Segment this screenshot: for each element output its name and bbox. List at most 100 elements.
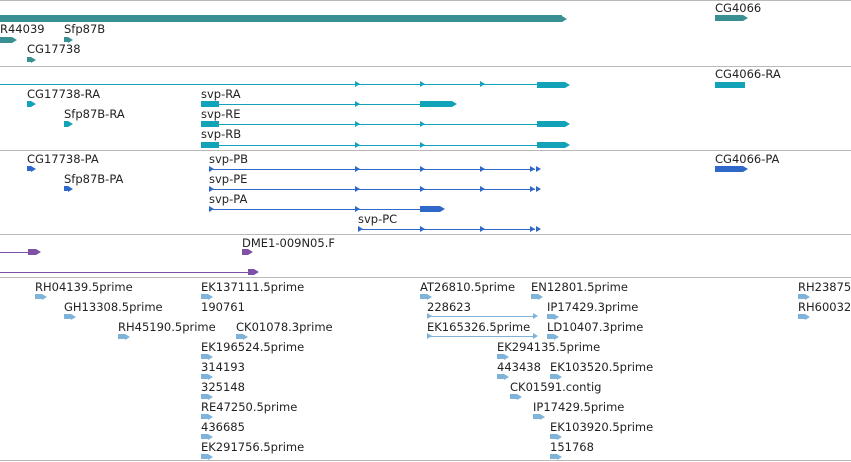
exon-arrow[interactable]	[420, 142, 425, 148]
est-feature-arrow[interactable]	[540, 413, 545, 420]
est-label[interactable]: EK137111.5prime	[201, 280, 305, 294]
alignment-block[interactable]	[248, 269, 254, 275]
gene-feature-arrow[interactable]	[562, 15, 567, 22]
gene-feature[interactable]	[0, 15, 562, 22]
est-feature[interactable]	[201, 414, 208, 419]
est-feature[interactable]	[201, 294, 208, 299]
svp-PA-exon-arrow[interactable]	[440, 206, 445, 212]
exon-arrow[interactable]	[530, 226, 535, 232]
protein-Sfp87B-PA-arrow[interactable]	[68, 185, 73, 192]
est-feature[interactable]	[118, 334, 125, 339]
est-feature-arrow[interactable]	[208, 353, 213, 360]
exon-arrow[interactable]	[209, 186, 214, 192]
gene-feature[interactable]	[0, 37, 12, 43]
est-label[interactable]: IP17429.5prime	[533, 400, 625, 414]
est-label[interactable]: EK294135.5prime	[497, 340, 601, 354]
est-RH23875-arrow[interactable]	[805, 293, 810, 300]
est-RH60032[interactable]	[798, 314, 805, 319]
est-label[interactable]: RH23875	[798, 280, 851, 294]
gene-label[interactable]: R44039	[0, 22, 45, 36]
alignment-label[interactable]: DME1-009N05.F	[242, 236, 335, 250]
protein-label[interactable]: svp-PE	[209, 172, 248, 186]
exon-arrow[interactable]	[530, 166, 535, 172]
protein-CG17738-PA[interactable]	[27, 166, 31, 171]
est-EK165326-line[interactable]	[427, 336, 535, 337]
gene-feature[interactable]	[64, 37, 68, 42]
est-feature-arrow[interactable]	[208, 393, 213, 400]
est-feature-arrow[interactable]	[208, 453, 213, 460]
svp-PE-line[interactable]	[213, 189, 535, 190]
est-arrow[interactable]	[533, 333, 538, 339]
est-feature[interactable]	[201, 394, 208, 399]
exon-arrow[interactable]	[420, 81, 425, 87]
est-label[interactable]: IP17429.3prime	[547, 300, 639, 314]
est-feature[interactable]	[497, 374, 504, 379]
est-label[interactable]: EK103520.5prime	[550, 360, 654, 374]
transcript-Sfp87B-RA-arrow[interactable]	[68, 121, 73, 127]
est-label[interactable]: 443438	[497, 360, 541, 374]
est-feature[interactable]	[35, 294, 42, 299]
svp-RE-line[interactable]	[219, 124, 540, 125]
svp-RE-exon[interactable]	[537, 121, 565, 127]
est-feature[interactable]	[201, 354, 208, 359]
est-feature-arrow[interactable]	[554, 313, 559, 320]
exon-arrow[interactable]	[355, 166, 360, 172]
svp-RA-line[interactable]	[219, 104, 420, 105]
svp-PC-line[interactable]	[362, 229, 535, 230]
exon-arrow[interactable]	[355, 206, 360, 212]
est-feature-arrow[interactable]	[557, 433, 562, 440]
est-feature-arrow[interactable]	[42, 293, 47, 300]
protein-label[interactable]: svp-PA	[209, 192, 248, 206]
svp-RA-exon[interactable]	[420, 101, 452, 107]
est-feature[interactable]	[236, 334, 243, 339]
svp-RB-exon[interactable]	[201, 142, 219, 148]
est-feature-arrow[interactable]	[208, 293, 213, 300]
svp-PA-exon[interactable]	[420, 206, 440, 212]
exon-arrow[interactable]	[480, 186, 485, 192]
est-RH23875[interactable]	[798, 294, 805, 299]
protein-Sfp87B-PA[interactable]	[64, 186, 68, 191]
gene-label[interactable]: CG17738	[27, 42, 81, 56]
alignment-block-arrow[interactable]	[248, 249, 253, 255]
est-feature[interactable]	[533, 414, 540, 419]
est-label[interactable]: EK291756.5prime	[201, 440, 305, 454]
svp-RE-exon-arrow[interactable]	[565, 121, 570, 127]
svp-PA-line[interactable]	[213, 209, 420, 210]
protein-label[interactable]: svp-PB	[209, 152, 249, 166]
gene-feature[interactable]	[715, 15, 743, 21]
est-feature[interactable]	[510, 394, 517, 399]
transcript-CG17738-RA[interactable]	[27, 101, 31, 107]
est-feature[interactable]	[531, 294, 538, 299]
protein-CG17738-PA-arrow[interactable]	[31, 165, 36, 172]
exon-arrow[interactable]	[420, 226, 425, 232]
est-label[interactable]: LD10407.3prime	[547, 320, 644, 334]
est-feature[interactable]	[550, 454, 557, 459]
est-feature-arrow[interactable]	[125, 333, 130, 340]
exon-arrow[interactable]	[355, 142, 360, 148]
est-feature-arrow[interactable]	[243, 333, 248, 340]
protein-label[interactable]: CG17738-PA	[27, 152, 99, 166]
est-label[interactable]: 325148	[201, 380, 245, 394]
est-feature-arrow[interactable]	[208, 373, 213, 380]
transcript-CG17738-RA-arrow[interactable]	[31, 101, 36, 107]
est-feature[interactable]	[547, 334, 554, 339]
transcript-label[interactable]: CG4066-RA	[715, 67, 781, 81]
exon-arrow[interactable]	[480, 166, 485, 172]
exon-arrow[interactable]	[420, 166, 425, 172]
est-RH60032-arrow[interactable]	[805, 313, 810, 320]
gene-feature-arrow[interactable]	[68, 36, 73, 43]
gene-label[interactable]: CG4066	[715, 1, 762, 15]
est-feature[interactable]	[550, 434, 557, 439]
exon-arrow[interactable]	[420, 186, 425, 192]
transcript-label[interactable]: CG17738-RA	[27, 87, 101, 101]
est-label[interactable]: RH45190.5prime	[118, 320, 216, 334]
svp-RE-exon[interactable]	[201, 121, 219, 127]
est-feature-arrow[interactable]	[504, 373, 509, 380]
est-label[interactable]: RE47250.5prime	[201, 400, 298, 414]
alignment-block-arrow[interactable]	[36, 249, 41, 255]
svp-RA-exon-arrow[interactable]	[452, 101, 457, 107]
est-feature[interactable]	[201, 374, 208, 379]
svp-RB-exon[interactable]	[537, 142, 565, 148]
exon-arrow[interactable]	[536, 226, 541, 232]
est-feature-arrow[interactable]	[208, 413, 213, 420]
